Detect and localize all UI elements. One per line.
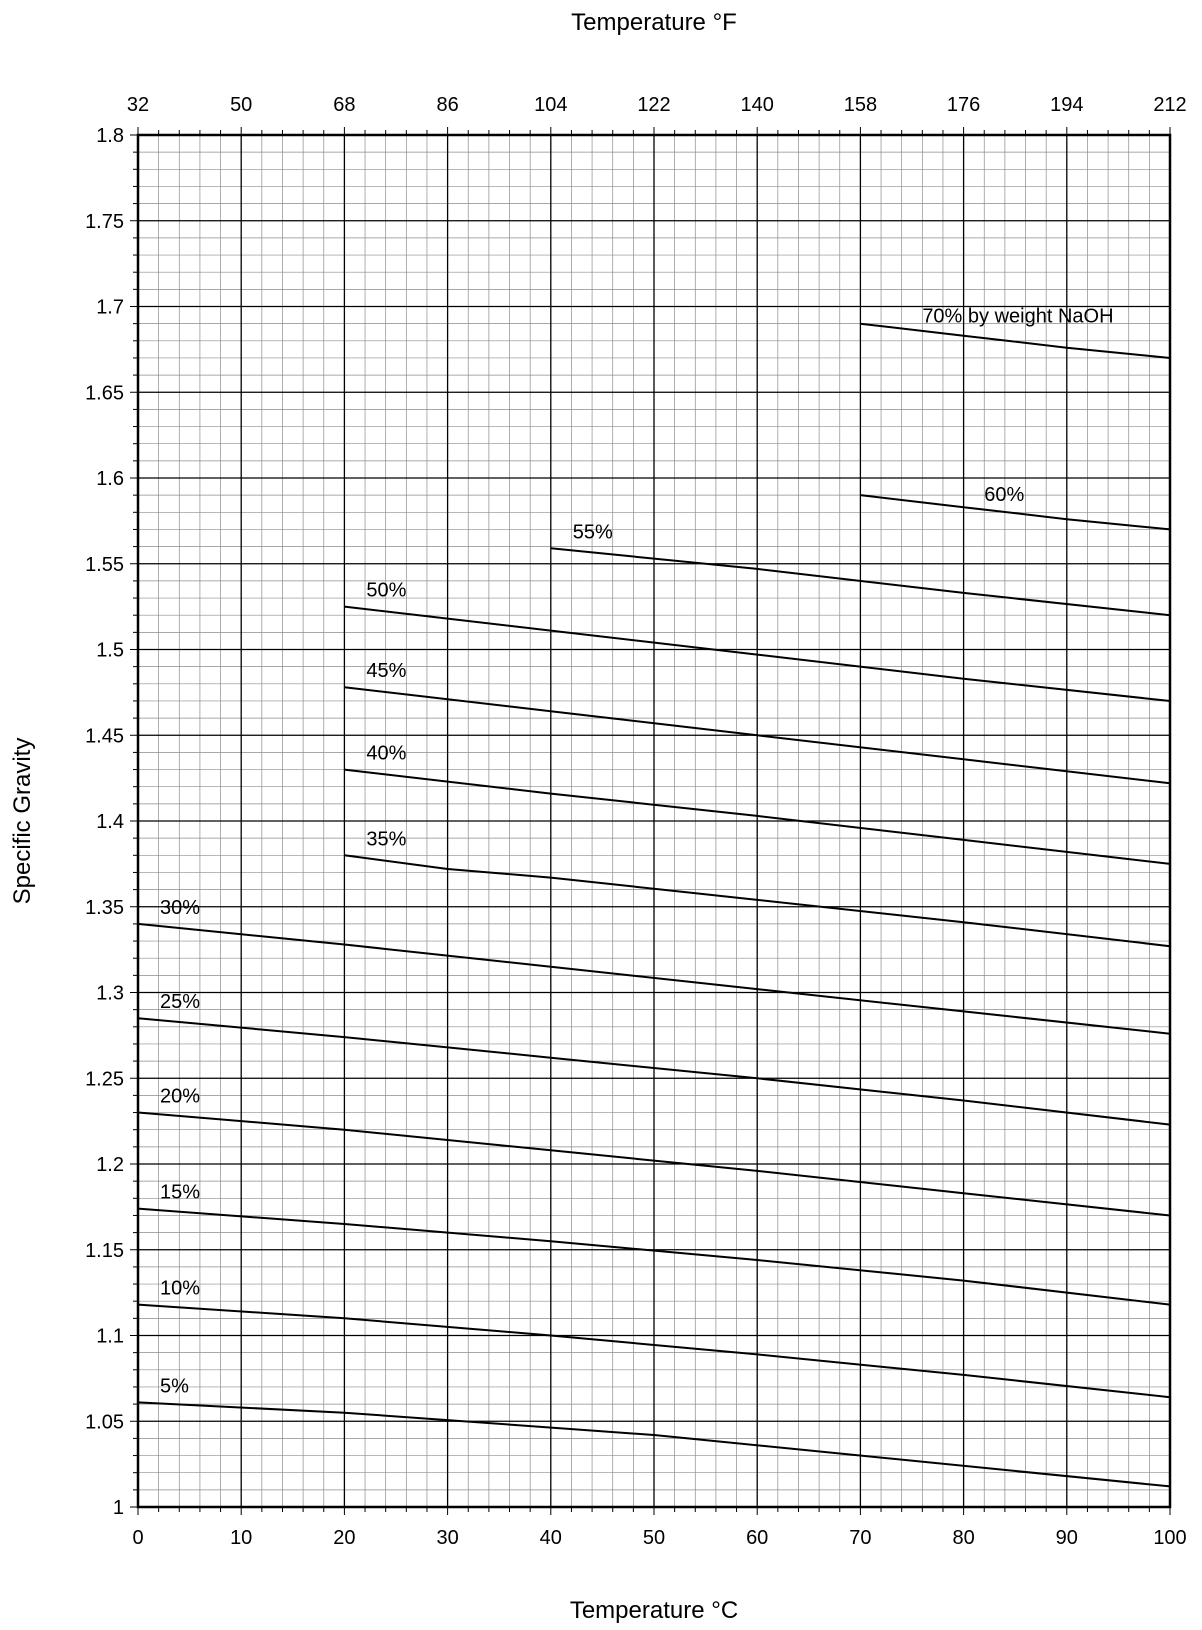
x-tick-label: 50 bbox=[643, 1527, 665, 1549]
y-tick-label: 1.2 bbox=[96, 1154, 124, 1176]
y-tick-label: 1.7 bbox=[96, 297, 124, 319]
x-tick-label: 40 bbox=[540, 1527, 562, 1549]
y-tick-label: 1.65 bbox=[85, 382, 124, 404]
y-tick-label: 1.25 bbox=[85, 1068, 124, 1090]
x2-tick-label: 50 bbox=[230, 94, 252, 116]
x-tick-label: 10 bbox=[230, 1527, 252, 1549]
x-tick-label: 70 bbox=[849, 1527, 871, 1549]
y-tick-label: 1 bbox=[113, 1497, 124, 1519]
series-label: 10% bbox=[160, 1278, 200, 1300]
y-tick-label: 1.55 bbox=[85, 554, 124, 576]
tick-labels: 0 10 20 30 40 50 60 70 80 90 100 32 50 68 86 104 122 140 1… bbox=[85, 94, 1187, 1549]
series-labels: 5% 10% 15% 20% 25% 30% 35% 40% 45% 50% 55% 60% 70% b… bbox=[160, 306, 1114, 1398]
plot-frame bbox=[136, 133, 1172, 1509]
series-label: 15% bbox=[160, 1182, 200, 1204]
y-tick-label: 1.6 bbox=[96, 468, 124, 490]
x2-tick-label: 104 bbox=[534, 94, 567, 116]
series-label: 50% bbox=[366, 580, 406, 602]
series-line bbox=[137, 1207, 1171, 1306]
series-lines bbox=[137, 322, 1171, 1488]
x2-tick-label: 122 bbox=[637, 94, 670, 116]
series-line bbox=[137, 1017, 1171, 1126]
top-axis-title: Temperature °F bbox=[571, 9, 737, 36]
series-label: 25% bbox=[160, 991, 200, 1013]
x-tick-label: 30 bbox=[436, 1527, 458, 1549]
bottom-axis-title: Temperature °C bbox=[570, 1597, 738, 1624]
x2-tick-label: 194 bbox=[1050, 94, 1083, 116]
y-tick-label: 1.4 bbox=[96, 811, 124, 833]
series-label: 55% bbox=[573, 521, 613, 543]
y-tick-label: 1.35 bbox=[85, 897, 124, 919]
series-label: 20% bbox=[160, 1086, 200, 1108]
x-tick-label: 0 bbox=[132, 1527, 143, 1549]
series-line bbox=[137, 1111, 1171, 1217]
series-line bbox=[860, 494, 1171, 531]
x2-tick-label: 158 bbox=[844, 94, 877, 116]
x2-tick-label: 32 bbox=[127, 94, 149, 116]
series-label: 5% bbox=[160, 1375, 189, 1397]
y-tick-label: 1.5 bbox=[96, 640, 124, 662]
series-line bbox=[550, 547, 1171, 617]
series-label: 30% bbox=[160, 897, 200, 919]
y-tick-label: 1.75 bbox=[85, 211, 124, 233]
y-tick-label: 1.05 bbox=[85, 1411, 124, 1433]
x2-tick-label: 140 bbox=[741, 94, 774, 116]
series-label: 45% bbox=[366, 660, 406, 682]
x-tick-label: 90 bbox=[1056, 1527, 1078, 1549]
x2-tick-label: 176 bbox=[947, 94, 980, 116]
series-label: 35% bbox=[366, 828, 406, 850]
y-tick-label: 1.1 bbox=[96, 1326, 124, 1348]
x-tick-label: 60 bbox=[746, 1527, 768, 1549]
y-axis-title: Specific Gravity bbox=[9, 738, 36, 905]
series-label: 40% bbox=[366, 743, 406, 765]
series-line bbox=[344, 686, 1171, 785]
x2-tick-label: 212 bbox=[1153, 94, 1186, 116]
series-line bbox=[137, 1401, 1171, 1488]
series-line bbox=[137, 922, 1171, 1035]
series-line bbox=[137, 1303, 1171, 1399]
y-tick-label: 1.8 bbox=[96, 125, 124, 147]
x-tick-label: 100 bbox=[1153, 1527, 1186, 1549]
x2-tick-label: 68 bbox=[333, 94, 355, 116]
series-label: 60% bbox=[984, 484, 1024, 506]
x-tick-label: 20 bbox=[333, 1527, 355, 1549]
x2-tick-label: 86 bbox=[436, 94, 458, 116]
x-tick-label: 80 bbox=[952, 1527, 974, 1549]
series-label: 70% by weight NaOH bbox=[922, 306, 1113, 328]
y-tick-label: 1.15 bbox=[85, 1240, 124, 1262]
series-line bbox=[860, 322, 1171, 359]
series-line bbox=[344, 605, 1171, 702]
series-line bbox=[344, 854, 1171, 948]
series-line bbox=[344, 768, 1171, 865]
y-tick-label: 1.45 bbox=[85, 725, 124, 747]
y-tick-label: 1.3 bbox=[96, 983, 124, 1005]
